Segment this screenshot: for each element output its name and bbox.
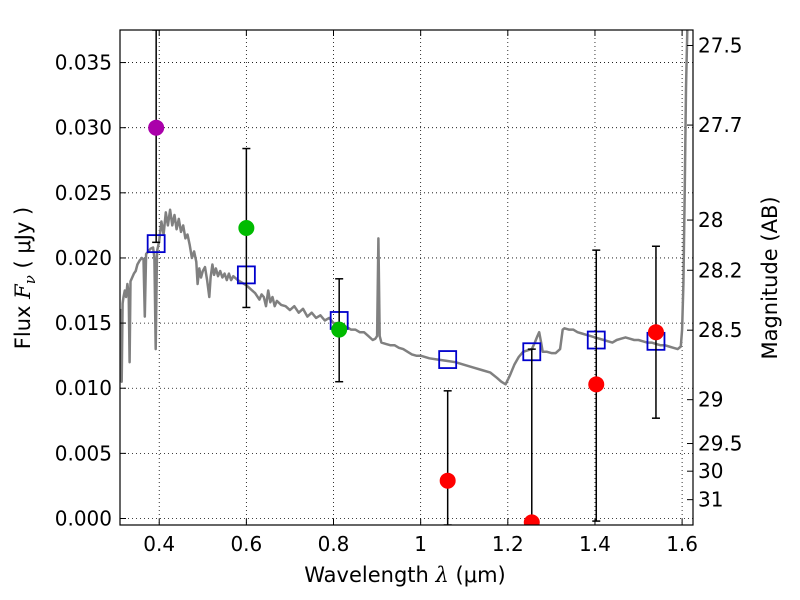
y2-tick-label: 27.5 [698, 34, 743, 58]
x-tick-label: 1.4 [579, 532, 611, 556]
y2-tick-label: 29.5 [698, 432, 743, 456]
observed-point [331, 321, 348, 338]
x-tick-label: 1.6 [666, 532, 698, 556]
y2-tick-label: 29 [698, 388, 723, 412]
y2-tick-label: 28.5 [698, 318, 743, 342]
model-photometry-square [438, 350, 458, 369]
plot-frame [119, 29, 694, 526]
y-tick-label: 0.030 [55, 116, 112, 140]
grid [120, 30, 693, 525]
y-tick-label: 0.025 [55, 181, 112, 205]
observed-point [647, 324, 664, 341]
y2-tick-label: 31 [698, 488, 723, 512]
observed-point [439, 472, 456, 489]
observed-point [523, 514, 540, 525]
x-tick-label: 0.6 [230, 532, 262, 556]
ticks: 0.4 0.6 0.8 1 1.2 1.4 1.6 0.000 0.005 0.010 0.015 0… [55, 30, 743, 556]
x-tick-label: 0.4 [143, 532, 175, 556]
x-tick-label: 1 [414, 532, 427, 556]
y-tick-label: 0.000 [55, 506, 112, 530]
model-spectrum-line [120, 30, 689, 386]
y-tick-label: 0.035 [55, 51, 112, 75]
x-tick-label: 1.2 [492, 532, 524, 556]
observed-point [588, 376, 605, 393]
y2-axis-label: Magnitude (AB) [758, 196, 782, 359]
y-tick-label: 0.015 [55, 311, 112, 335]
y2-tick-label: 28.2 [698, 258, 743, 282]
observed-point [148, 119, 165, 136]
y2-tick-label: 30 [698, 459, 723, 483]
observed-point [238, 220, 255, 236]
y2-tick-label: 27.7 [698, 113, 743, 137]
y-axis-label: Flux Fν ( μJy ) [11, 207, 39, 349]
y-tick-label: 0.005 [55, 441, 112, 465]
y2-tick-label: 28 [698, 208, 723, 232]
x-axis-label: Wavelength λ (μm) [304, 563, 505, 587]
plot-data [120, 30, 689, 525]
y-tick-label: 0.010 [55, 376, 112, 400]
y-tick-label: 0.020 [55, 246, 112, 270]
x-tick-label: 0.8 [318, 532, 350, 556]
